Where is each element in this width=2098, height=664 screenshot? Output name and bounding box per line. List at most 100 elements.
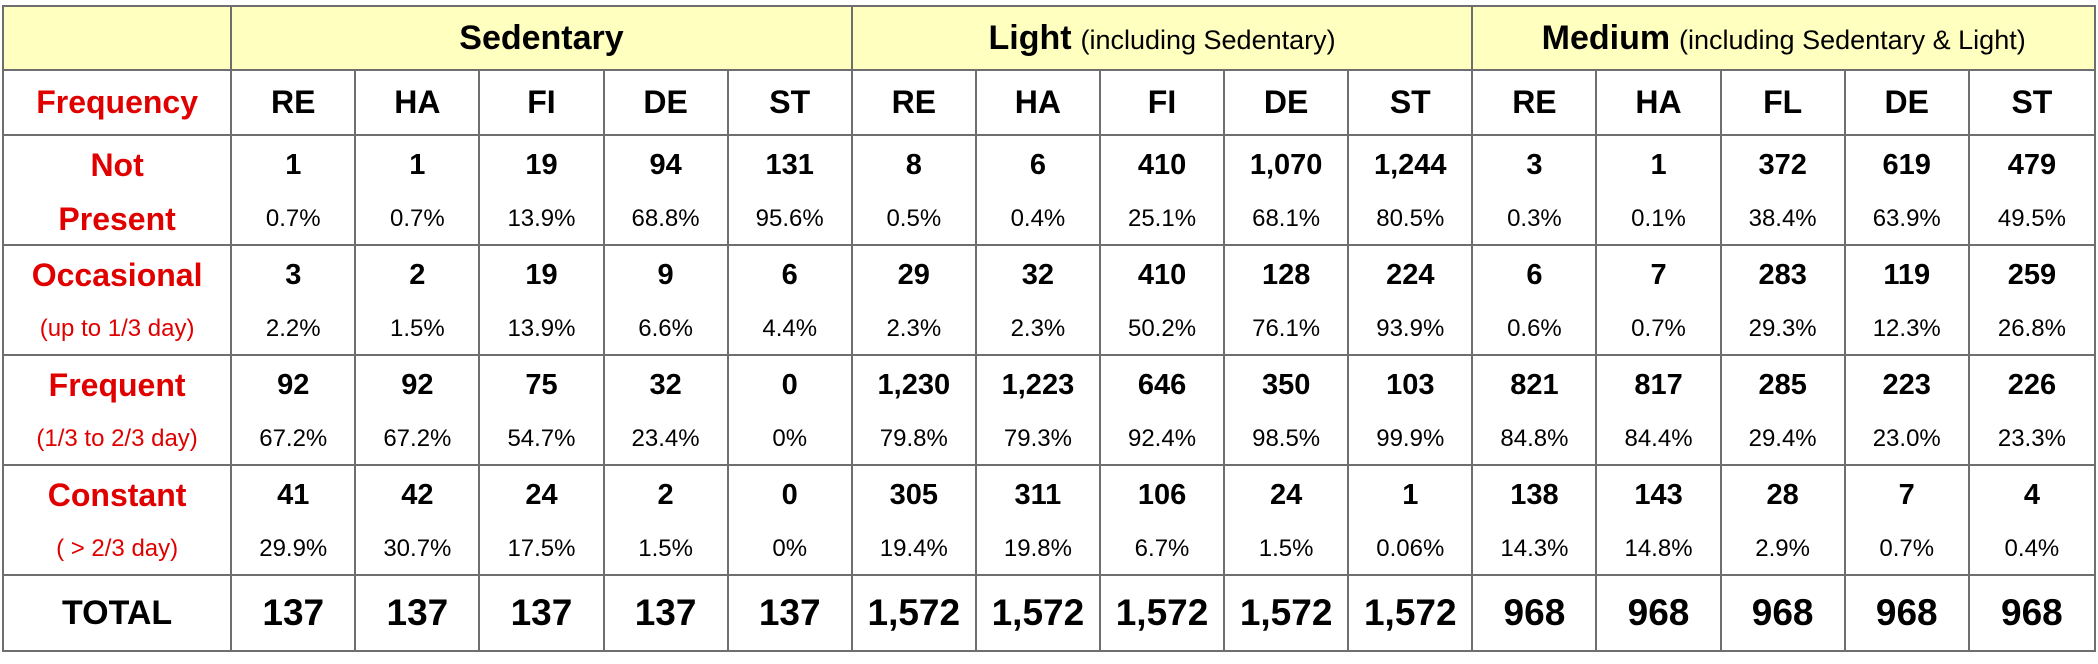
count-value: 1 <box>1650 149 1667 181</box>
percent-value: 68.1% <box>1252 205 1321 232</box>
data-cell: 3 2.2% <box>230 244 357 356</box>
total-value: 1,572 <box>991 592 1085 633</box>
column-header: RE <box>1471 69 1598 136</box>
data-cell: 92 67.2% <box>354 354 481 466</box>
data-cell: 6 4.4% <box>726 244 853 356</box>
percent-value: 19.4% <box>879 535 948 562</box>
column-code: FI <box>1147 84 1177 120</box>
column-code: RE <box>1512 84 1557 120</box>
percent-value: 0.7% <box>265 205 321 232</box>
count-value: 41 <box>277 479 310 511</box>
data-cell: 479 49.5% <box>1967 134 2097 246</box>
column-header: HA <box>974 69 1101 136</box>
data-cell: 24 17.5% <box>478 464 605 576</box>
column-code: HA <box>1635 84 1682 120</box>
percent-value: 29.4% <box>1748 425 1817 452</box>
count-value: 2 <box>409 259 426 291</box>
percent-value: 12.3% <box>1872 315 1941 342</box>
count-value: 1,070 <box>1249 149 1323 181</box>
percent-value: 0.7% <box>1879 535 1935 562</box>
data-cell: 1 0.06% <box>1347 464 1474 576</box>
data-cell: 32 2.3% <box>974 244 1101 356</box>
column-code: DE <box>1263 84 1309 120</box>
total-value: 1,572 <box>1239 592 1333 633</box>
total-value: 968 <box>1627 592 1690 633</box>
percent-value: 13.9% <box>507 315 576 342</box>
group-note: (including Sedentary) <box>1080 24 1336 55</box>
data-cell: 223 23.0% <box>1843 354 1970 466</box>
percent-value: 0.3% <box>1507 205 1562 232</box>
total-value: 137 <box>510 592 573 633</box>
column-code: FL <box>1763 84 1803 120</box>
total-value: 137 <box>262 592 325 633</box>
column-header: ST <box>1967 69 2097 136</box>
total-cell: 137 <box>602 574 729 652</box>
percent-value: 0.4% <box>1010 205 1066 232</box>
total-cell: 137 <box>726 574 853 652</box>
data-cell: 29 2.3% <box>850 244 977 356</box>
row-label-sub: Present <box>58 201 176 237</box>
column-header: FI <box>1098 69 1226 136</box>
frequency-row: Occasional (up to 1/3 day) 3 2.2% 2 1.5% 19 13.… <box>1 244 2097 356</box>
percent-value: 93.9% <box>1376 315 1445 342</box>
group-header-medium: Medium (including Sedentary & Light) <box>1471 5 2096 71</box>
percent-value: 79.3% <box>1003 425 1072 452</box>
count-value: 1,230 <box>877 369 951 401</box>
count-value: 128 <box>1261 259 1311 291</box>
data-cell: 6 0.4% <box>974 134 1101 246</box>
percent-value: 76.1% <box>1252 315 1321 342</box>
data-cell: 1 0.7% <box>354 134 481 246</box>
percent-value: 84.4% <box>1624 425 1693 452</box>
data-cell: 128 76.1% <box>1223 244 1350 356</box>
data-cell: 3 0.3% <box>1471 134 1598 246</box>
data-cell: 1,070 68.1% <box>1223 134 1350 246</box>
percent-value: 0.7% <box>1631 315 1686 342</box>
data-cell: 350 98.5% <box>1223 354 1350 466</box>
percent-value: 6.7% <box>1134 535 1190 562</box>
row-label-main: Frequent <box>48 367 186 403</box>
count-value: 9 <box>657 259 674 291</box>
count-value: 410 <box>1137 149 1187 181</box>
total-cell: 1,572 <box>1223 574 1350 652</box>
percent-value: 23.3% <box>1997 425 2066 452</box>
percent-value: 98.5% <box>1252 425 1321 452</box>
data-cell: 106 6.7% <box>1098 464 1226 576</box>
count-value: 479 <box>2007 149 2057 181</box>
row-label-main: Constant <box>47 477 187 513</box>
count-value: 6 <box>781 259 798 291</box>
data-cell: 619 63.9% <box>1843 134 1970 246</box>
row-label-main: Not <box>90 147 144 183</box>
percent-value: 2.9% <box>1755 535 1810 562</box>
percent-value: 30.7% <box>383 535 452 562</box>
percent-value: 0.4% <box>2004 535 2060 562</box>
percent-value: 17.5% <box>507 535 576 562</box>
frequency-header: Frequency <box>1 69 233 136</box>
data-cell: 2 1.5% <box>354 244 481 356</box>
column-header: DE <box>602 69 729 136</box>
frequency-row: Frequent (1/3 to 2/3 day) 92 67.2% 92 67.2% 75… <box>1 354 2097 466</box>
column-header-row: Frequency RE HA FI DE ST RE HA FI DE ST RE HA FL DE ST <box>1 69 2097 136</box>
count-value: 3 <box>285 259 302 291</box>
count-value: 6 <box>1029 149 1046 181</box>
frequency-label: Frequency <box>36 84 199 120</box>
count-value: 1 <box>1402 479 1419 511</box>
column-code: ST <box>2011 84 2053 120</box>
percent-value: 99.9% <box>1376 425 1445 452</box>
count-value: 372 <box>1758 149 1807 181</box>
column-code: HA <box>1014 84 1062 120</box>
total-value: 1,572 <box>867 592 961 633</box>
count-value: 92 <box>277 369 310 401</box>
percent-value: 14.8% <box>1624 535 1693 562</box>
count-value: 350 <box>1261 369 1311 401</box>
percent-value: 0.5% <box>886 205 942 232</box>
total-value: 968 <box>1875 592 1938 633</box>
total-value: 968 <box>2001 592 2063 633</box>
total-label: TOTAL <box>62 593 173 632</box>
data-cell: 32 23.4% <box>602 354 729 466</box>
count-value: 285 <box>1758 369 1807 401</box>
data-cell: 6 0.6% <box>1471 244 1598 356</box>
column-header: FI <box>478 69 605 136</box>
percent-value: 0% <box>772 535 808 562</box>
percent-value: 67.2% <box>383 425 452 452</box>
count-value: 224 <box>1386 259 1435 291</box>
